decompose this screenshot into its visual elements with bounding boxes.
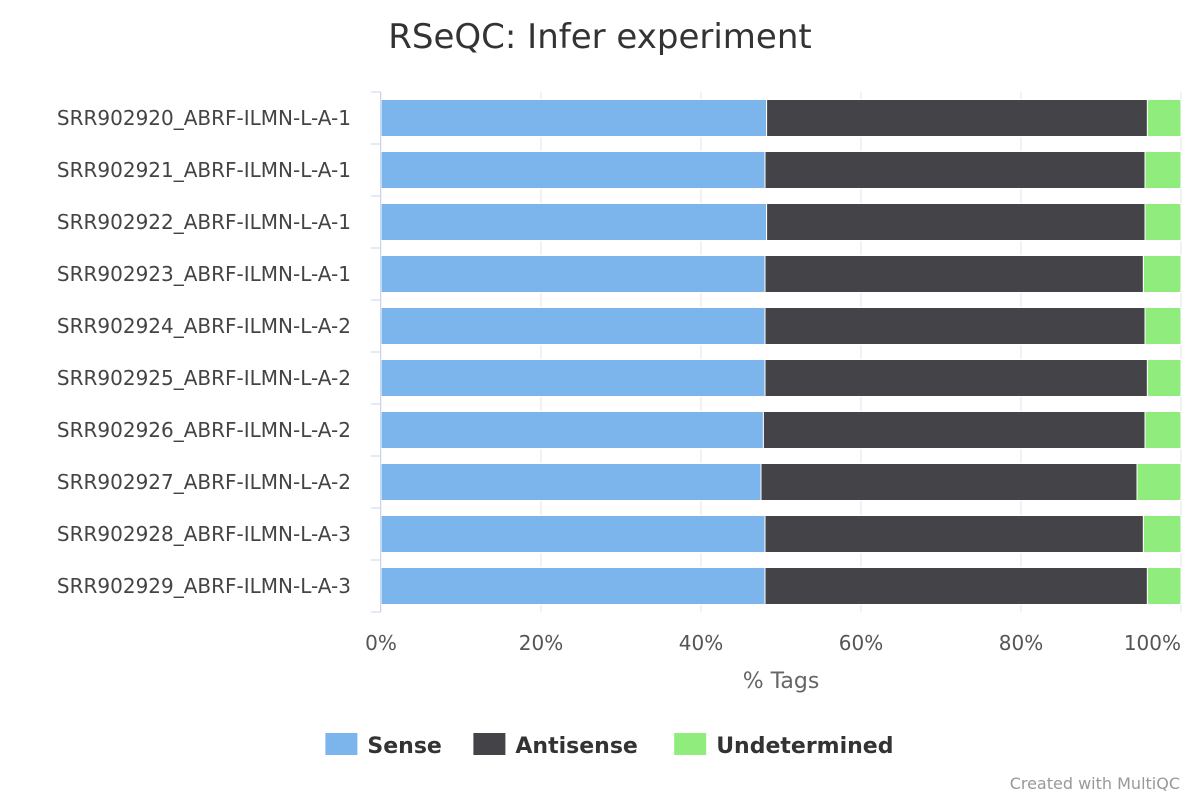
bar-antisense-srr902925-abrf-ilmn-l-a-2[interactable] — [764, 359, 1148, 397]
bar-sense-srr902929-abrf-ilmn-l-a-3[interactable] — [380, 567, 766, 605]
bar-sense-srr902927-abrf-ilmn-l-a-2[interactable] — [380, 463, 762, 501]
chart-title: RSeQC: Infer experiment — [388, 17, 811, 57]
category-labels: SRR902920_ABRF-ILMN-L-A-1 SRR902921_ABRF-… — [57, 106, 351, 598]
category-label-srr902921-abrf-ilmn-l-a-1: SRR902921_ABRF-ILMN-L-A-1 — [57, 158, 351, 182]
bar-undetermined-srr902926-abrf-ilmn-l-a-2[interactable] — [1144, 411, 1182, 449]
bar-antisense-srr902923-abrf-ilmn-l-a-1[interactable] — [764, 255, 1144, 293]
bar-sense-srr902928-abrf-ilmn-l-a-3[interactable] — [380, 515, 766, 553]
legend-item-sense[interactable]: Sense — [325, 733, 442, 759]
x-tick-label-60: 60% — [839, 631, 883, 655]
category-label-srr902926-abrf-ilmn-l-a-2: SRR902926_ABRF-ILMN-L-A-2 — [57, 418, 351, 442]
bar-antisense-srr902927-abrf-ilmn-l-a-2[interactable] — [760, 463, 1138, 501]
x-tick-label-100: 100% — [1124, 631, 1181, 655]
bar-sense-srr902926-abrf-ilmn-l-a-2[interactable] — [380, 411, 764, 449]
bar-antisense-srr902922-abrf-ilmn-l-a-1[interactable] — [766, 203, 1146, 241]
x-tick-label-40: 40% — [679, 631, 723, 655]
category-label-srr902925-abrf-ilmn-l-a-2: SRR902925_ABRF-ILMN-L-A-2 — [57, 366, 351, 390]
bar-undetermined-srr902924-abrf-ilmn-l-a-2[interactable] — [1144, 307, 1182, 345]
legend-label-antisense: Antisense — [515, 734, 637, 759]
bar-undetermined-srr902928-abrf-ilmn-l-a-3[interactable] — [1142, 515, 1182, 553]
x-tick-label-20: 20% — [519, 631, 563, 655]
x-tick-labels: 0% 20% 40% 60% 80% 100% — [365, 631, 1181, 655]
category-label-srr902927-abrf-ilmn-l-a-2: SRR902927_ABRF-ILMN-L-A-2 — [57, 470, 351, 494]
category-label-srr902922-abrf-ilmn-l-a-1: SRR902922_ABRF-ILMN-L-A-1 — [57, 210, 351, 234]
legend-swatch-sense — [325, 733, 358, 755]
x-axis-title: % Tags — [743, 669, 820, 694]
legend-label-undetermined: Undetermined — [716, 734, 893, 759]
category-label-srr902923-abrf-ilmn-l-a-1: SRR902923_ABRF-ILMN-L-A-1 — [57, 262, 351, 286]
bar-sense-srr902924-abrf-ilmn-l-a-2[interactable] — [380, 307, 766, 345]
bar-antisense-srr902924-abrf-ilmn-l-a-2[interactable] — [764, 307, 1146, 345]
x-tick-label-80: 80% — [999, 631, 1043, 655]
legend-swatch-antisense — [473, 733, 506, 755]
category-label-srr902929-abrf-ilmn-l-a-3: SRR902929_ABRF-ILMN-L-A-3 — [57, 574, 351, 598]
bar-antisense-srr902921-abrf-ilmn-l-a-1[interactable] — [764, 151, 1146, 189]
bar-sense-srr902920-abrf-ilmn-l-a-1[interactable] — [380, 99, 768, 137]
bar-sense-srr902925-abrf-ilmn-l-a-2[interactable] — [380, 359, 766, 397]
bar-undetermined-srr902923-abrf-ilmn-l-a-1[interactable] — [1142, 255, 1182, 293]
bar-antisense-srr902920-abrf-ilmn-l-a-1[interactable] — [766, 99, 1148, 137]
legend-item-antisense[interactable]: Antisense — [473, 733, 638, 759]
x-tick-label-0: 0% — [365, 631, 397, 655]
legend-swatch-undetermined — [674, 733, 707, 755]
bar-undetermined-srr902920-abrf-ilmn-l-a-1[interactable] — [1146, 99, 1182, 137]
axes — [371, 91, 381, 613]
bar-sense-srr902921-abrf-ilmn-l-a-1[interactable] — [380, 151, 766, 189]
category-label-srr902924-abrf-ilmn-l-a-2: SRR902924_ABRF-ILMN-L-A-2 — [57, 314, 351, 338]
category-label-srr902928-abrf-ilmn-l-a-3: SRR902928_ABRF-ILMN-L-A-3 — [57, 522, 351, 546]
bar-undetermined-srr902929-abrf-ilmn-l-a-3[interactable] — [1146, 567, 1182, 605]
bar-antisense-srr902926-abrf-ilmn-l-a-2[interactable] — [762, 411, 1146, 449]
legend: Sense Antisense Undetermined — [325, 733, 893, 759]
bar-series — [380, 99, 1182, 605]
category-label-srr902920-abrf-ilmn-l-a-1: SRR902920_ABRF-ILMN-L-A-1 — [57, 106, 351, 130]
bar-undetermined-srr902927-abrf-ilmn-l-a-2[interactable] — [1136, 463, 1182, 501]
legend-item-undetermined[interactable]: Undetermined — [674, 733, 893, 759]
bar-sense-srr902922-abrf-ilmn-l-a-1[interactable] — [380, 203, 768, 241]
bar-undetermined-srr902921-abrf-ilmn-l-a-1[interactable] — [1144, 151, 1182, 189]
bar-antisense-srr902929-abrf-ilmn-l-a-3[interactable] — [764, 567, 1148, 605]
bar-undetermined-srr902925-abrf-ilmn-l-a-2[interactable] — [1146, 359, 1182, 397]
legend-label-sense: Sense — [367, 734, 441, 759]
bar-antisense-srr902928-abrf-ilmn-l-a-3[interactable] — [764, 515, 1144, 553]
credits-text[interactable]: Created with MultiQC — [1010, 774, 1180, 793]
bar-undetermined-srr902922-abrf-ilmn-l-a-1[interactable] — [1144, 203, 1182, 241]
bar-sense-srr902923-abrf-ilmn-l-a-1[interactable] — [380, 255, 766, 293]
